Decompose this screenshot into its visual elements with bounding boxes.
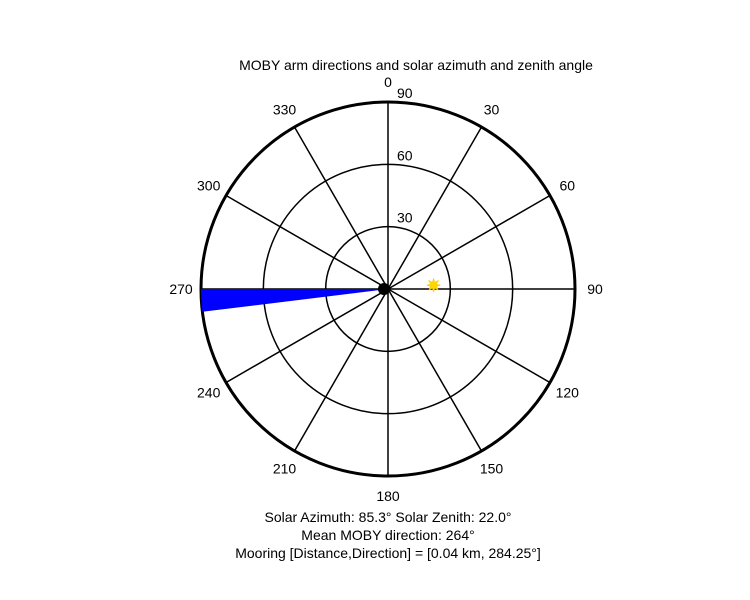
angle-tick-label: 210 (273, 460, 297, 476)
angle-tick-label: 150 (480, 460, 504, 476)
sun-marker (425, 277, 442, 294)
angle-tick-label: 0 (384, 74, 392, 90)
spoke-120 (387, 288, 551, 384)
radial-tick-label: 30 (397, 210, 413, 226)
annotation-moby-direction: Mean MOBY direction: 264° (301, 527, 474, 543)
radial-tick-label: 60 (397, 147, 413, 163)
angle-tick-label: 300 (197, 178, 221, 194)
angle-tick-label: 120 (556, 385, 580, 401)
chart-marks (201, 277, 442, 312)
angle-tick-label: 330 (273, 102, 297, 118)
chart-title: MOBY arm directions and solar azimuth an… (239, 57, 593, 73)
spoke-240 (225, 288, 389, 384)
spoke-30 (387, 126, 483, 290)
angle-tick-label: 30 (484, 102, 500, 118)
angle-tick-label: 60 (560, 178, 576, 194)
spoke-210 (293, 288, 389, 452)
spoke-300 (225, 194, 389, 290)
angle-tick-label: 270 (169, 281, 193, 297)
tick-labels: 0 30 60 90 120 150 180 210 240 270 300 330 30 60 90 (169, 74, 603, 504)
spoke-330 (293, 126, 389, 290)
moby-center-marker (378, 283, 390, 295)
spoke-60 (387, 194, 551, 290)
radial-tick-label: 90 (397, 85, 413, 101)
moby-arm-wedge (201, 289, 388, 312)
angle-tick-label: 180 (376, 488, 400, 504)
annotation-solar: Solar Azimuth: 85.3° Solar Zenith: 22.0° (265, 509, 512, 525)
angle-tick-label: 90 (587, 281, 603, 297)
annotation-mooring: Mooring [Distance,Direction] = [0.04 km,… (235, 545, 541, 561)
spoke-150 (387, 288, 483, 452)
angle-tick-label: 240 (197, 385, 221, 401)
